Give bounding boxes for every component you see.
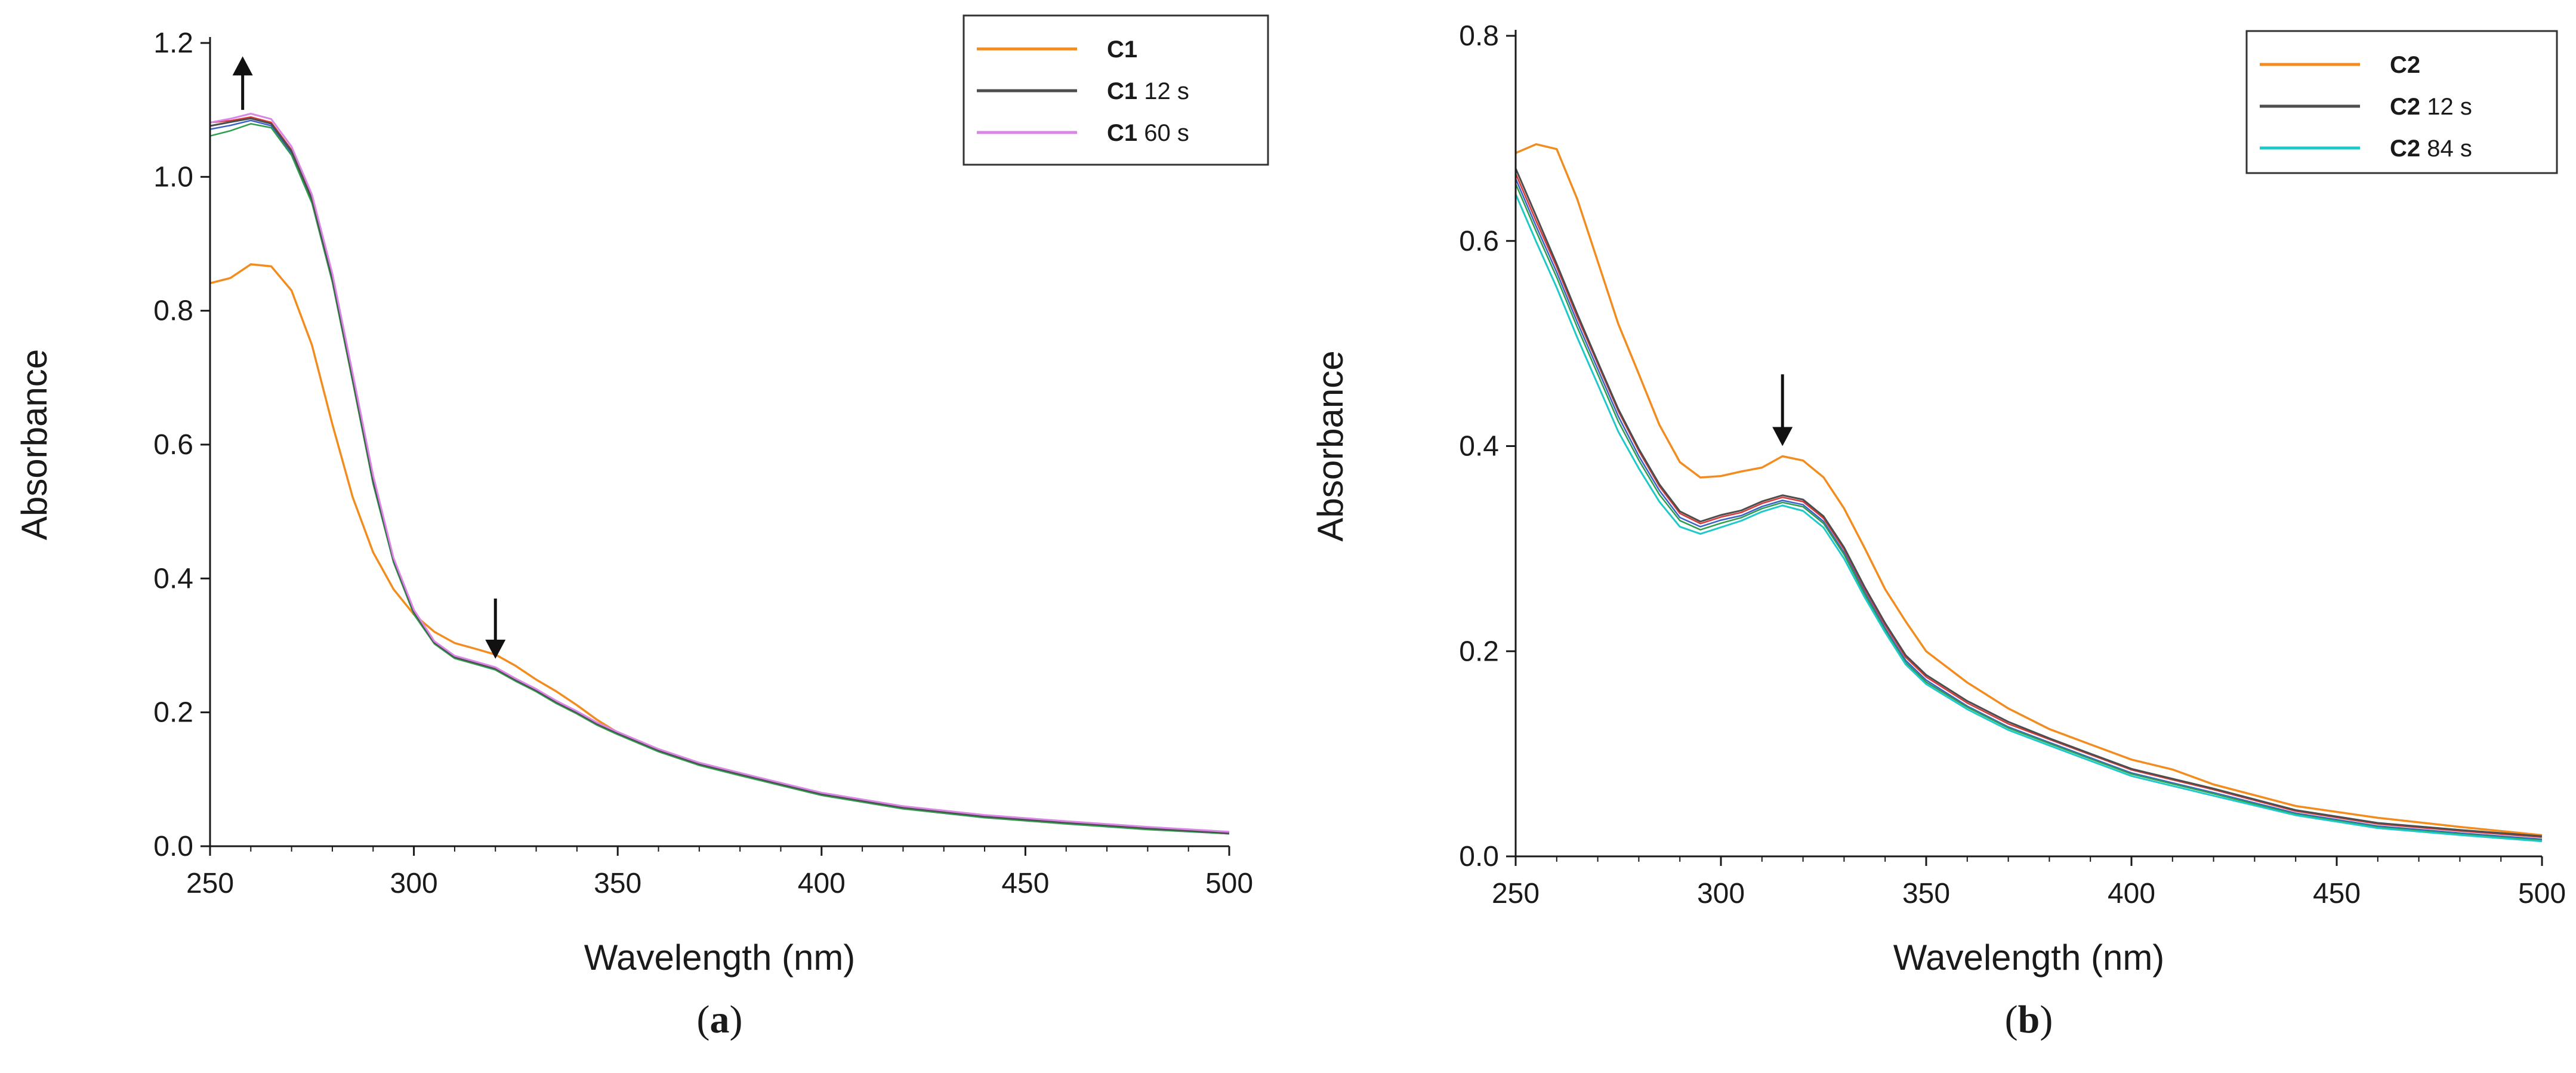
series-line bbox=[1514, 173, 2543, 838]
legend-label-bold: C1 bbox=[1107, 78, 1137, 104]
legend-label-rest: 12 s bbox=[1137, 78, 1189, 104]
x-tick-label: 350 bbox=[594, 868, 641, 899]
y-tick-label: 0.6 bbox=[153, 429, 193, 461]
legend-label: C1 12 s bbox=[1107, 78, 1189, 104]
series-line bbox=[1514, 178, 2543, 840]
series-line bbox=[1515, 143, 2543, 837]
series-line bbox=[209, 263, 1230, 834]
legend-item: C1 12 s bbox=[977, 78, 1189, 104]
annotations-layer bbox=[1772, 374, 1793, 446]
x-tick-label: 400 bbox=[2108, 878, 2155, 909]
legend: C1 C1 12 s C1 60 s bbox=[962, 14, 1269, 166]
x-tick-label: 400 bbox=[798, 868, 846, 899]
y-tick-label: 0.4 bbox=[153, 563, 193, 594]
chart-panel-b: 250 300 350 400 450 500 0.0 0.2 0.4 0.6 0.8 Wavele… bbox=[1310, 20, 2566, 1041]
panel-label-close: ) bbox=[2040, 998, 2053, 1041]
legend-item: C2 84 s bbox=[2260, 135, 2472, 162]
panel-label-letter: b bbox=[2018, 998, 2040, 1041]
x-axis-title: Wavelength (nm) bbox=[1893, 938, 2165, 978]
panel-label: (a) bbox=[697, 998, 743, 1041]
legend-item: C1 60 s bbox=[977, 120, 1189, 146]
legend-label: C2 84 s bbox=[2390, 135, 2472, 162]
arrow-down-icon bbox=[485, 639, 506, 659]
x-tick-label: 450 bbox=[1001, 868, 1049, 899]
legend-label: C2 12 s bbox=[2390, 94, 2472, 120]
panel-label-open: ( bbox=[697, 998, 710, 1041]
chart-panel-a: 250 300 350 400 450 5000.00.20.40.60.81.01.2 … bbox=[14, 14, 1269, 1041]
x-tick-label: 500 bbox=[1205, 868, 1253, 899]
x-tick-label: 500 bbox=[2518, 878, 2566, 909]
legend-item: C2 bbox=[2260, 52, 2420, 78]
y-tick-label: 0.2 bbox=[153, 697, 193, 729]
y-tick-label: 0.6 bbox=[1459, 226, 1499, 257]
y-tick-label: 0.2 bbox=[1459, 636, 1499, 667]
legend-label-bold: C2 bbox=[2390, 94, 2420, 120]
series-layer bbox=[209, 113, 1230, 835]
series-line bbox=[209, 116, 1230, 834]
series-line bbox=[1514, 193, 2543, 843]
panel-label-close: ) bbox=[730, 998, 743, 1041]
series-line bbox=[1514, 183, 2543, 841]
legend-label: C1 bbox=[1107, 36, 1137, 63]
ticks-layer: 250 300 350 400 450 500 0.0 0.2 0.4 0.6 0.8 bbox=[1459, 20, 2566, 909]
legend-label-bold: C1 bbox=[1107, 36, 1137, 63]
arrow-down-icon bbox=[1772, 427, 1793, 446]
series-line bbox=[209, 113, 1230, 833]
y-tick-label: 1.0 bbox=[153, 161, 193, 193]
x-tick-label: 350 bbox=[1902, 878, 1950, 909]
x-tick-label: 250 bbox=[1492, 878, 1540, 909]
legend-item: C2 12 s bbox=[2260, 94, 2472, 120]
legend: C2 C2 12 s C2 84 s bbox=[2245, 30, 2558, 174]
legend-label-rest: 12 s bbox=[2420, 94, 2472, 120]
legend-label: C2 bbox=[2390, 52, 2420, 78]
panel-label-letter: a bbox=[710, 998, 730, 1041]
y-tick-label: 0.0 bbox=[1459, 841, 1499, 872]
legend-item: C1 bbox=[977, 36, 1137, 63]
x-tick-label: 300 bbox=[1697, 878, 1745, 909]
legend-label: C1 60 s bbox=[1107, 120, 1189, 146]
series-line bbox=[209, 119, 1230, 835]
series-line bbox=[209, 123, 1230, 835]
legend-label-bold: C2 bbox=[2390, 135, 2420, 162]
y-tick-label: 1.2 bbox=[153, 27, 193, 59]
series-layer bbox=[1514, 143, 2543, 843]
series-line bbox=[209, 117, 1230, 834]
annotations-layer bbox=[232, 56, 506, 659]
legend-label-rest: 84 s bbox=[2420, 135, 2472, 162]
panel-label: (b) bbox=[2005, 998, 2053, 1041]
x-tick-label: 300 bbox=[390, 868, 438, 899]
y-tick-label: 0.0 bbox=[153, 831, 193, 862]
series-line bbox=[1514, 168, 2543, 837]
y-tick-label: 0.4 bbox=[1459, 431, 1499, 462]
x-tick-label: 450 bbox=[2313, 878, 2361, 909]
x-axis-title: Wavelength (nm) bbox=[584, 938, 856, 978]
ticks-layer: 250 300 350 400 450 500 0.0 0.2 0.4 0.6 0.8 1.0 1.2 bbox=[153, 27, 1253, 899]
panel-label-open: ( bbox=[2005, 998, 2018, 1041]
y-tick-label: 0.8 bbox=[1459, 20, 1499, 52]
legend-label-rest: 60 s bbox=[1137, 120, 1189, 146]
legend-label-bold: C2 bbox=[2390, 52, 2420, 78]
arrow-up-icon bbox=[232, 56, 253, 76]
y-axis-title: Absorbance bbox=[1310, 350, 1350, 541]
x-tick-label: 250 bbox=[186, 868, 234, 899]
y-tick-label: 0.8 bbox=[153, 295, 193, 327]
y-axis-title: Absorbance bbox=[14, 349, 54, 540]
legend-label-bold: C1 bbox=[1107, 120, 1137, 146]
